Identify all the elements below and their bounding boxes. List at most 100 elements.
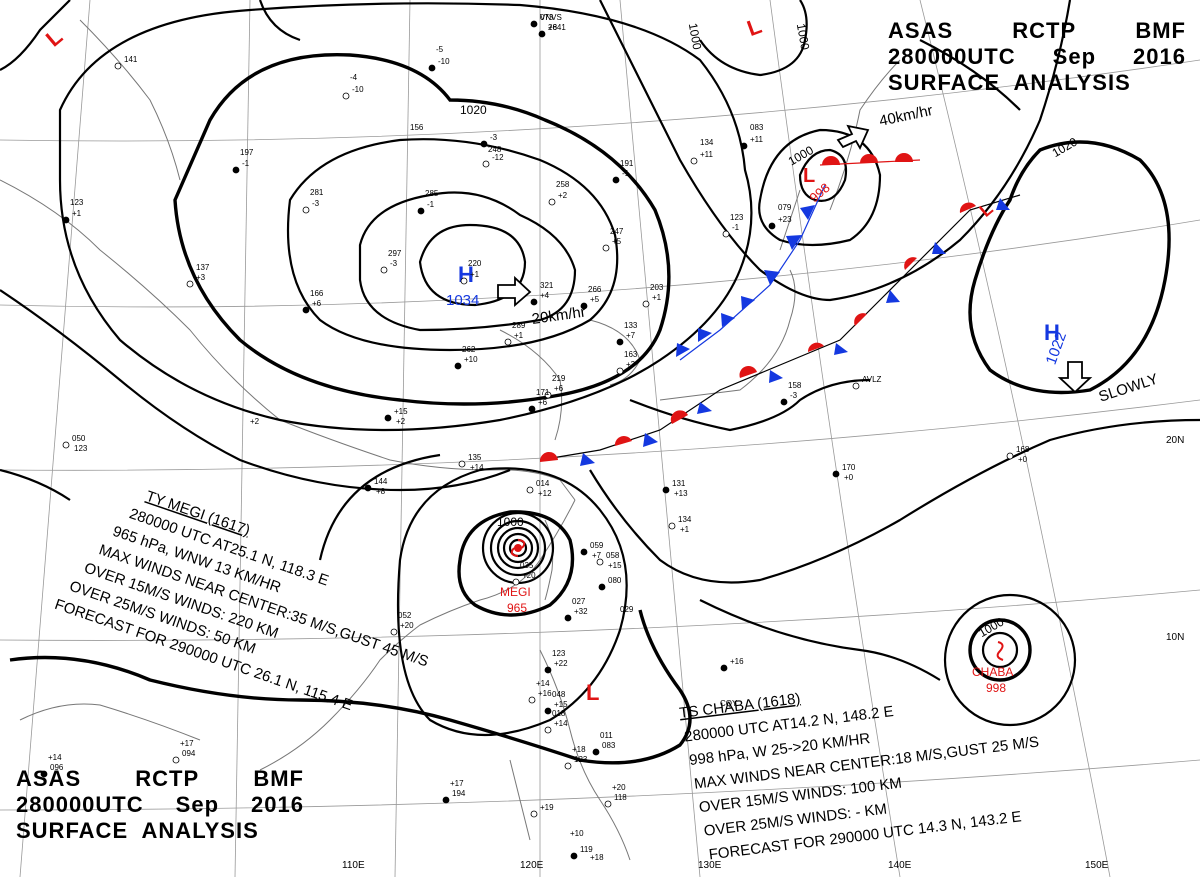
station-value: +1 — [470, 270, 480, 279]
station-value: +5 — [612, 237, 622, 246]
station-value: -10 — [352, 85, 364, 94]
station-value: 052 — [398, 611, 412, 620]
isobar-label-1000-megi: 1000 — [497, 515, 524, 529]
station-marker-icon — [390, 628, 398, 636]
station-marker-icon — [722, 230, 730, 238]
station-value: 018 — [552, 709, 566, 718]
station-value: 094 — [182, 749, 196, 758]
station-value: 058 — [606, 551, 620, 560]
station-value: 168 — [1016, 445, 1030, 454]
station-value: 011 — [600, 731, 613, 740]
header-product: ASAS — [888, 18, 954, 43]
station-marker-icon — [62, 441, 70, 449]
megi-value: 965 — [507, 601, 527, 615]
isobars: 1020 1000 1000 1000 1020 1000 — [0, 0, 1200, 765]
isobar-label-1000-north-b: 1000 — [794, 22, 812, 51]
station-value: CQY — [720, 699, 738, 708]
cold-front-north-marks — [676, 205, 815, 357]
station-marker-icon — [564, 614, 572, 622]
station-marker-icon — [544, 726, 552, 734]
station-value: -3 — [790, 391, 798, 400]
header-title: SURFACE ANALYSIS — [888, 70, 1131, 95]
station-value: 191 — [620, 159, 634, 168]
station-value: 133 — [624, 321, 638, 330]
station-value: +6 — [538, 398, 548, 407]
station-value: +2 — [558, 191, 568, 200]
station-value: 262 — [462, 345, 476, 354]
station-value: 123 — [730, 213, 744, 222]
station-value: 073 — [540, 13, 554, 22]
station-marker-icon — [526, 486, 534, 494]
isobar-label-1020-west: 1020 — [460, 103, 487, 117]
station-marker-icon — [598, 583, 606, 591]
high-east-symbol: H — [1044, 320, 1060, 345]
station-marker-icon — [232, 166, 240, 174]
station-value: 123 — [74, 444, 88, 453]
station-value: +15 — [608, 561, 622, 570]
station-marker-icon — [114, 62, 122, 70]
station-value: -3 — [312, 199, 320, 208]
station-value: +7 — [592, 551, 602, 560]
station-marker-icon — [1006, 452, 1014, 460]
station-value: 048 — [552, 690, 566, 699]
station-value: +7 — [626, 331, 636, 340]
station-marker-icon — [40, 770, 48, 778]
station-value: VNVS — [540, 13, 562, 22]
lon-label-140e: 140E — [888, 860, 912, 871]
station-marker-icon — [186, 280, 194, 288]
station-value: 035 — [520, 561, 534, 570]
high-east-motion-arrow — [1057, 361, 1093, 394]
station-value: +14 — [536, 679, 550, 688]
header-code: BMF — [1135, 18, 1186, 43]
station-marker-icon — [380, 266, 388, 274]
station-value: 285 — [425, 189, 439, 198]
station-marker-icon — [690, 157, 698, 165]
station-value: 123 — [552, 649, 566, 658]
station-value: +20 — [612, 783, 626, 792]
station-marker-icon — [544, 666, 552, 674]
station-marker-icon — [642, 300, 650, 308]
footer-product: ASAS — [16, 766, 82, 791]
station-marker-icon — [580, 548, 588, 556]
station-marker-icon — [604, 800, 612, 808]
station-value: +1 — [652, 293, 662, 302]
high-west-value: 1034 — [446, 292, 479, 309]
station-value: 118 — [614, 793, 627, 802]
station-marker-icon — [530, 298, 538, 306]
station-value: +8 — [376, 487, 386, 496]
isobar-label-1000-north-a: 1000 — [686, 22, 704, 51]
station-value: +6 — [312, 299, 322, 308]
station-value: 079 — [778, 203, 792, 212]
station-marker-icon — [662, 486, 670, 494]
low-north-motion-arrow — [836, 124, 870, 150]
station-value: +10 — [464, 355, 478, 364]
station-value: +6 — [554, 384, 564, 393]
station-marker-icon — [544, 391, 552, 399]
station-value: 080 — [608, 576, 622, 585]
station-value: +0 — [1018, 455, 1028, 464]
low-south-symbol: L — [586, 680, 599, 705]
station-value: -1 — [427, 200, 435, 209]
header-year: 2016 — [1133, 44, 1186, 69]
station-value: 2641 — [548, 23, 566, 32]
footer-line-1: ASAS RCTP BMF — [16, 766, 304, 792]
station-marker-icon — [740, 142, 748, 150]
station-value: 135 — [468, 453, 482, 462]
megi-name: MEGI — [500, 585, 531, 599]
lat-label-20n: 20N — [1166, 435, 1184, 446]
cold-front-south-marks — [580, 198, 1010, 466]
station-value: 156 — [410, 123, 424, 132]
station-value: 220 — [468, 259, 482, 268]
station-marker-icon — [454, 362, 462, 370]
station-value: 027 — [572, 597, 586, 606]
station-value: +8 — [548, 23, 558, 32]
station-marker-icon — [564, 762, 572, 770]
station-marker-icon — [780, 398, 788, 406]
station-value: +2 — [396, 417, 406, 426]
station-value: +1 — [72, 209, 82, 218]
station-value: +18 — [590, 853, 604, 862]
station-value: 289 — [512, 321, 526, 330]
station-value: 059 — [590, 541, 604, 550]
station-marker-icon — [768, 222, 776, 230]
